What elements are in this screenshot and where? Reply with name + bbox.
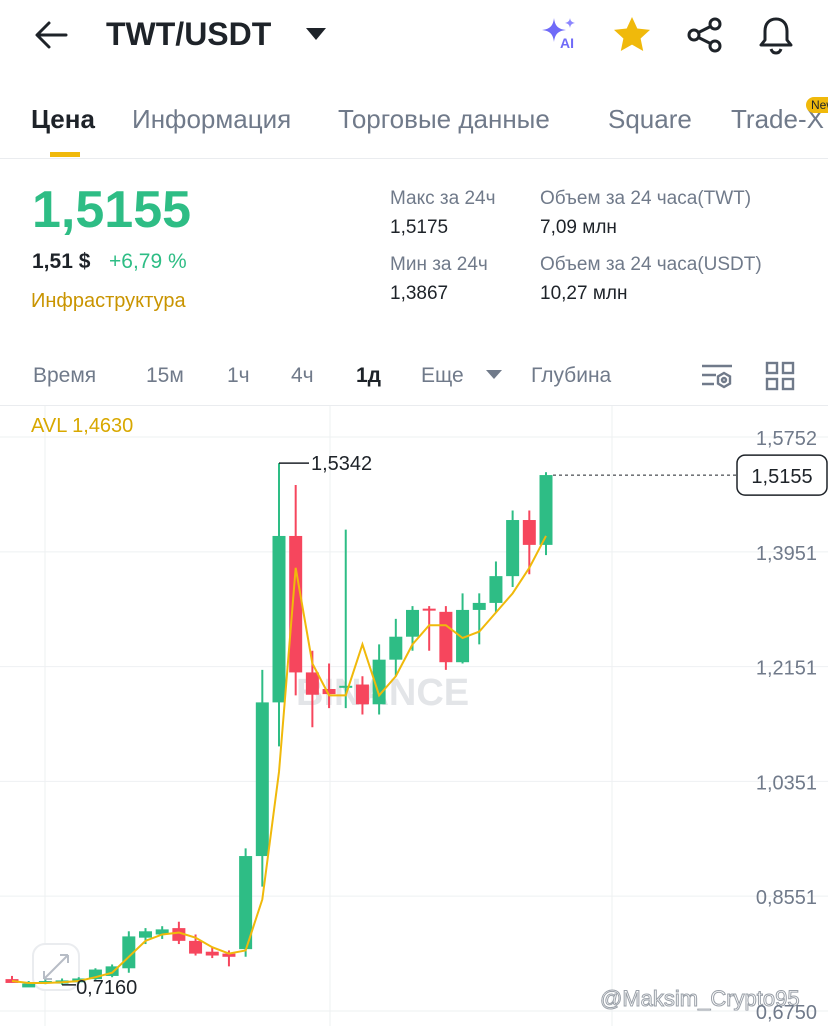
- favorite-star[interactable]: [613, 16, 651, 52]
- stat-value: 7,09 млн: [540, 217, 617, 238]
- stat-value: 1,5175: [390, 217, 449, 238]
- candle-body: [222, 953, 236, 957]
- candle-body: [189, 940, 203, 954]
- y-tick-label: 0,8551: [756, 887, 817, 909]
- candle-body: [155, 929, 169, 935]
- candle-body: [272, 535, 286, 703]
- candle-body: [522, 520, 536, 545]
- candle-body: [172, 928, 186, 941]
- usd-price: 1,51 $: [32, 250, 91, 273]
- y-tick-label: 1,5752: [756, 428, 817, 450]
- stat-value: 1,3867: [390, 283, 449, 304]
- timeframe[interactable]: 1д: [356, 364, 382, 387]
- dropdown-arrow[interactable]: [306, 28, 326, 42]
- stat-value: 10,27 млн: [540, 283, 628, 304]
- tab-indicator: [50, 152, 80, 157]
- footer-watermark: @Maksim_Crypto95: [600, 986, 800, 1011]
- candle-body: [88, 969, 102, 980]
- last-price: 1,5155: [32, 181, 192, 239]
- timeframe[interactable]: 1ч: [227, 364, 250, 387]
- category[interactable]: Инфраструктура: [31, 290, 186, 312]
- candle-body: [239, 856, 253, 950]
- y-tick-label: 1,0351: [756, 772, 817, 794]
- candle-body: [22, 983, 36, 988]
- candle-body: [305, 672, 319, 695]
- high-label: 1,5342: [311, 453, 372, 475]
- dropdown-arrow[interactable]: [486, 370, 502, 380]
- last-price-label: 1,5155: [751, 466, 812, 488]
- candle-body: [139, 931, 152, 938]
- new-badge: New: [806, 97, 828, 113]
- candle-body: [255, 702, 269, 857]
- tab[interactable]: Торговые данные: [338, 104, 550, 134]
- tab[interactable]: Информация: [132, 104, 292, 134]
- low-label: 0,7160: [76, 977, 137, 999]
- ai-button[interactable]: AI: [540, 16, 582, 54]
- last-price-box: [736, 454, 828, 496]
- back-button[interactable]: [34, 20, 68, 50]
- candle-body: [506, 520, 520, 577]
- candle-body: [289, 535, 303, 673]
- y-tick-label: 1,2151: [756, 658, 817, 680]
- share-button[interactable]: [686, 17, 724, 53]
- tab[interactable]: Square: [608, 104, 692, 134]
- candle-body: [339, 685, 353, 688]
- stat-label: Объем за 24 часа(TWT): [540, 188, 752, 209]
- indicator-settings[interactable]: [700, 362, 734, 390]
- candle-body: [205, 951, 219, 956]
- timeframe[interactable]: 15м: [146, 364, 184, 387]
- price-change: +6,79 %: [109, 250, 187, 273]
- divider: [0, 405, 828, 406]
- candle-body: [456, 609, 470, 663]
- tab[interactable]: Цена: [31, 104, 95, 134]
- divider: [0, 158, 828, 159]
- candle-body: [355, 684, 369, 705]
- candle-body: [489, 576, 503, 603]
- stat-label: Мин за 24ч: [390, 254, 488, 275]
- stat-label: Объем за 24 часа(USDT): [540, 254, 762, 275]
- candle-body: [105, 966, 119, 976]
- candle-body: [322, 688, 336, 695]
- avl-label: AVL 1,4630: [31, 415, 133, 437]
- candle-body: [389, 636, 403, 660]
- pair-title[interactable]: TWT/USDT: [106, 16, 272, 52]
- candle-body: [422, 608, 436, 611]
- layout-toggle[interactable]: [765, 361, 795, 391]
- ma-line: [11, 535, 547, 984]
- candle-body: [539, 475, 553, 545]
- y-tick-label: 0,6750: [756, 1002, 817, 1024]
- expand-button[interactable]: [32, 943, 80, 991]
- ai-label: AI: [560, 35, 574, 51]
- candle-body: [472, 602, 486, 610]
- candle-body: [439, 611, 453, 663]
- timeframe[interactable]: Глубина: [531, 364, 612, 387]
- stat-label: Макс за 24ч: [390, 188, 496, 209]
- notification-bell[interactable]: [757, 15, 795, 55]
- timeframe[interactable]: Еще: [421, 364, 464, 387]
- candle-body: [406, 609, 419, 637]
- timeframe[interactable]: 4ч: [291, 364, 314, 387]
- timeframe[interactable]: Время: [33, 364, 97, 387]
- y-tick-label: 1,3951: [756, 543, 817, 565]
